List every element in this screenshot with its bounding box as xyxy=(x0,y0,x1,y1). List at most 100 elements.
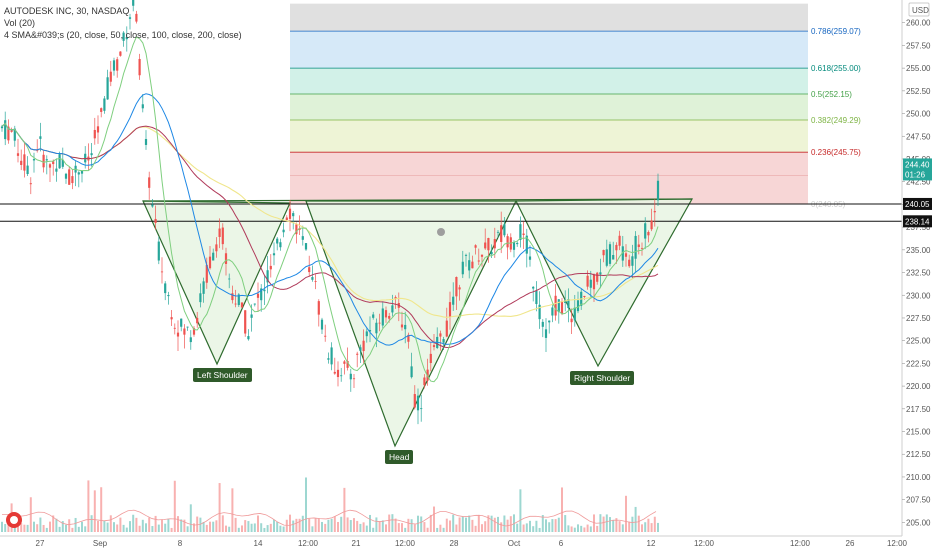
volume-bar-146 xyxy=(468,515,471,532)
price-tick-label-5: 217.50 xyxy=(906,405,931,414)
volume-bar-180 xyxy=(577,524,579,532)
volume-bar-15 xyxy=(49,521,51,532)
candle-body-166 xyxy=(532,286,535,289)
candle-body-126 xyxy=(404,324,407,330)
volume-bar-194 xyxy=(621,524,624,532)
price-badge-0 xyxy=(903,158,932,171)
volume-bar-152 xyxy=(487,515,490,532)
volume-bar-50 xyxy=(161,519,163,532)
candle-body-171 xyxy=(548,320,551,323)
candle-body-54 xyxy=(173,327,176,329)
volume-bar-7 xyxy=(23,524,26,532)
volume-bar-80 xyxy=(257,515,259,532)
candle-body-51 xyxy=(164,283,167,294)
candle-body-19 xyxy=(61,159,64,167)
volume-bar-170 xyxy=(545,519,547,532)
volume-bar-65 xyxy=(209,521,211,532)
volume-bar-54 xyxy=(173,480,176,532)
volume-bar-114 xyxy=(365,525,368,532)
volume-bar-177 xyxy=(567,525,570,532)
volume-bar-17 xyxy=(55,518,58,532)
candle-body-4 xyxy=(13,128,16,141)
candle-body-174 xyxy=(557,299,560,313)
candle-body-88 xyxy=(282,229,285,233)
volume-bar-33 xyxy=(106,522,109,532)
volume-bar-87 xyxy=(279,525,282,532)
volume-bar-118 xyxy=(378,521,381,532)
candle-body-45 xyxy=(144,138,148,145)
volume-bar-133 xyxy=(426,527,429,532)
candle-body-134 xyxy=(429,353,432,364)
candle-body-132 xyxy=(423,377,426,386)
candle-body-189 xyxy=(605,249,608,266)
candle-body-165 xyxy=(528,256,532,260)
price-tick-label-0: 205.00 xyxy=(906,518,931,527)
volume-bar-41 xyxy=(132,514,135,532)
candle-body-48 xyxy=(154,218,157,223)
volume-bar-117 xyxy=(375,517,378,532)
volume-bar-145 xyxy=(465,517,467,532)
candle-body-42 xyxy=(135,13,138,22)
volume-bar-55 xyxy=(177,516,179,532)
sma-legend[interactable]: 4 SMA&#039;s (20, close, 50, close, 100,… xyxy=(4,30,242,40)
volume-bar-40 xyxy=(129,521,131,532)
volume-bar-188 xyxy=(602,516,605,532)
candle-body-147 xyxy=(471,261,474,269)
candle-body-91 xyxy=(292,213,295,217)
volume-bar-11 xyxy=(36,524,39,532)
price-tick-label-4: 215.00 xyxy=(906,428,931,437)
volume-bar-66 xyxy=(212,521,215,532)
candle-body-186 xyxy=(596,272,599,282)
symbol-title[interactable]: AUTODESK INC, 30, NASDAQ xyxy=(4,6,130,16)
volume-bar-90 xyxy=(289,514,291,532)
time-tick-label-9: 6 xyxy=(559,539,564,548)
candle-body-56 xyxy=(180,318,183,327)
volume-bar-21 xyxy=(68,519,71,532)
candle-body-123 xyxy=(394,297,397,299)
candle-body-140 xyxy=(448,302,452,317)
volume-bar-44 xyxy=(141,519,144,532)
candle-body-43 xyxy=(138,58,141,76)
price-tick-label-19: 252.50 xyxy=(906,87,931,96)
neckline xyxy=(142,198,693,202)
candle-body-205 xyxy=(656,180,660,201)
volume-bar-73 xyxy=(234,517,237,532)
candle-body-114 xyxy=(365,331,368,337)
candle-body-77 xyxy=(247,336,250,340)
price-tick-label-13: 237.50 xyxy=(906,223,931,232)
price-badge-label-1: 01:26 xyxy=(905,170,926,179)
candle-body-122 xyxy=(391,305,394,313)
candle-body-35 xyxy=(112,60,116,71)
volume-bar-79 xyxy=(253,523,256,532)
fib-zone-4 xyxy=(290,120,808,153)
candle-body-149 xyxy=(477,260,480,262)
volume-bar-86 xyxy=(276,521,279,532)
price-badge-label-3: 238.14 xyxy=(905,217,930,226)
sma-50-line xyxy=(1,93,659,346)
candle-body-195 xyxy=(624,253,628,257)
volume-bar-45 xyxy=(145,523,147,532)
volume-bar-100 xyxy=(321,521,323,532)
candle-body-116 xyxy=(372,314,375,318)
volume-bar-182 xyxy=(583,527,586,532)
candle-body-188 xyxy=(602,250,605,256)
volume-bar-163 xyxy=(522,524,525,532)
candle-body-105 xyxy=(336,369,340,378)
volume-bar-29 xyxy=(93,490,96,532)
volume-legend[interactable]: Vol (20) xyxy=(4,18,36,28)
volume-bar-97 xyxy=(311,526,314,532)
candle-body-84 xyxy=(269,265,272,270)
volume-bar-88 xyxy=(282,526,285,532)
candle-body-33 xyxy=(106,77,109,100)
candle-body-197 xyxy=(631,256,634,266)
candle-body-120 xyxy=(384,310,388,318)
candle-body-121 xyxy=(388,315,391,319)
volume-bar-149 xyxy=(477,514,480,532)
volume-bar-60 xyxy=(193,523,195,532)
volume-bar-109 xyxy=(349,520,352,532)
fib-zone-5 xyxy=(290,152,808,204)
time-tick-label-5: 21 xyxy=(352,539,361,548)
candle-body-129 xyxy=(413,394,416,408)
candle-body-177 xyxy=(567,299,570,309)
